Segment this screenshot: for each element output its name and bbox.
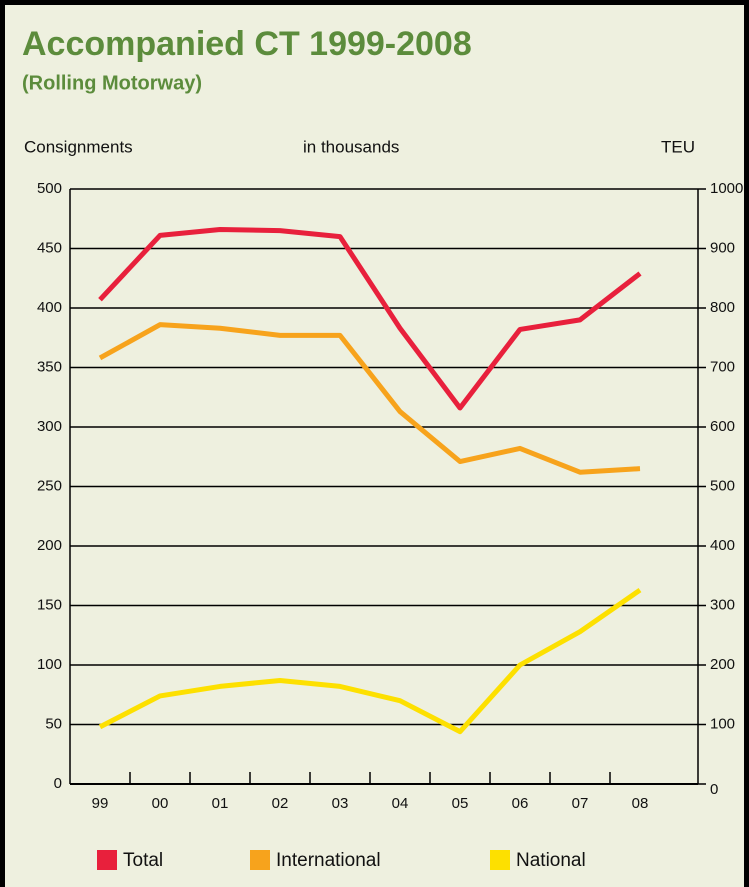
chart-subtitle: (Rolling Motorway) — [22, 72, 202, 94]
x-tick-label: 01 — [212, 795, 229, 812]
legend-swatch — [490, 850, 510, 870]
legend-label: National — [516, 850, 586, 871]
x-tick-label: 00 — [152, 795, 169, 812]
legend-swatch — [250, 850, 270, 870]
y-axis-label: Consignments — [24, 137, 133, 156]
y2-tick-label: 900 — [710, 239, 735, 256]
y2-tick-label: 800 — [710, 299, 735, 316]
x-tick-label: 03 — [332, 795, 349, 812]
y2-tick-label: 300 — [710, 596, 735, 613]
y2-tick-label: 400 — [710, 537, 735, 554]
y2-tick-label: 1000 — [710, 180, 743, 197]
y-tick-label: 500 — [37, 180, 62, 197]
y2-tick-label: 200 — [710, 656, 735, 673]
legend-swatch — [97, 850, 117, 870]
line-series — [98, 587, 642, 735]
line-series — [98, 322, 641, 475]
x-tick-label: 08 — [632, 795, 649, 812]
y-tick-label: 450 — [37, 239, 62, 256]
y2-tick-label: 700 — [710, 358, 735, 375]
y2-tick-label: 600 — [710, 418, 735, 435]
y-tick-label: 400 — [37, 299, 62, 316]
x-tick-label: 06 — [512, 795, 529, 812]
y-tick-label: 300 — [37, 418, 62, 435]
y-tick-label: 0 — [54, 775, 62, 792]
x-tick-label: 04 — [392, 795, 409, 812]
y2-tick-label: 500 — [710, 477, 735, 494]
x-tick-label: 99 — [92, 795, 109, 812]
y-tick-label: 50 — [45, 715, 62, 732]
x-tick-label: 05 — [452, 795, 469, 812]
line-series — [98, 226, 642, 411]
y-tick-label: 100 — [37, 656, 62, 673]
y2-tick-label: 100 — [710, 715, 735, 732]
chart-title: Accompanied CT 1999-2008 — [22, 25, 472, 63]
y-tick-label: 250 — [37, 477, 62, 494]
units-label: in thousands — [303, 137, 399, 156]
y-tick-label: 150 — [37, 596, 62, 613]
y2-axis-label: TEU — [661, 137, 695, 156]
legend-label: Total — [123, 850, 163, 871]
legend-label: International — [276, 850, 381, 871]
x-tick-label: 07 — [572, 795, 589, 812]
y-tick-label: 350 — [37, 358, 62, 375]
x-tick-label: 02 — [272, 795, 289, 812]
y2-tick-label: 0 — [710, 781, 718, 798]
y-tick-label: 200 — [37, 537, 62, 554]
